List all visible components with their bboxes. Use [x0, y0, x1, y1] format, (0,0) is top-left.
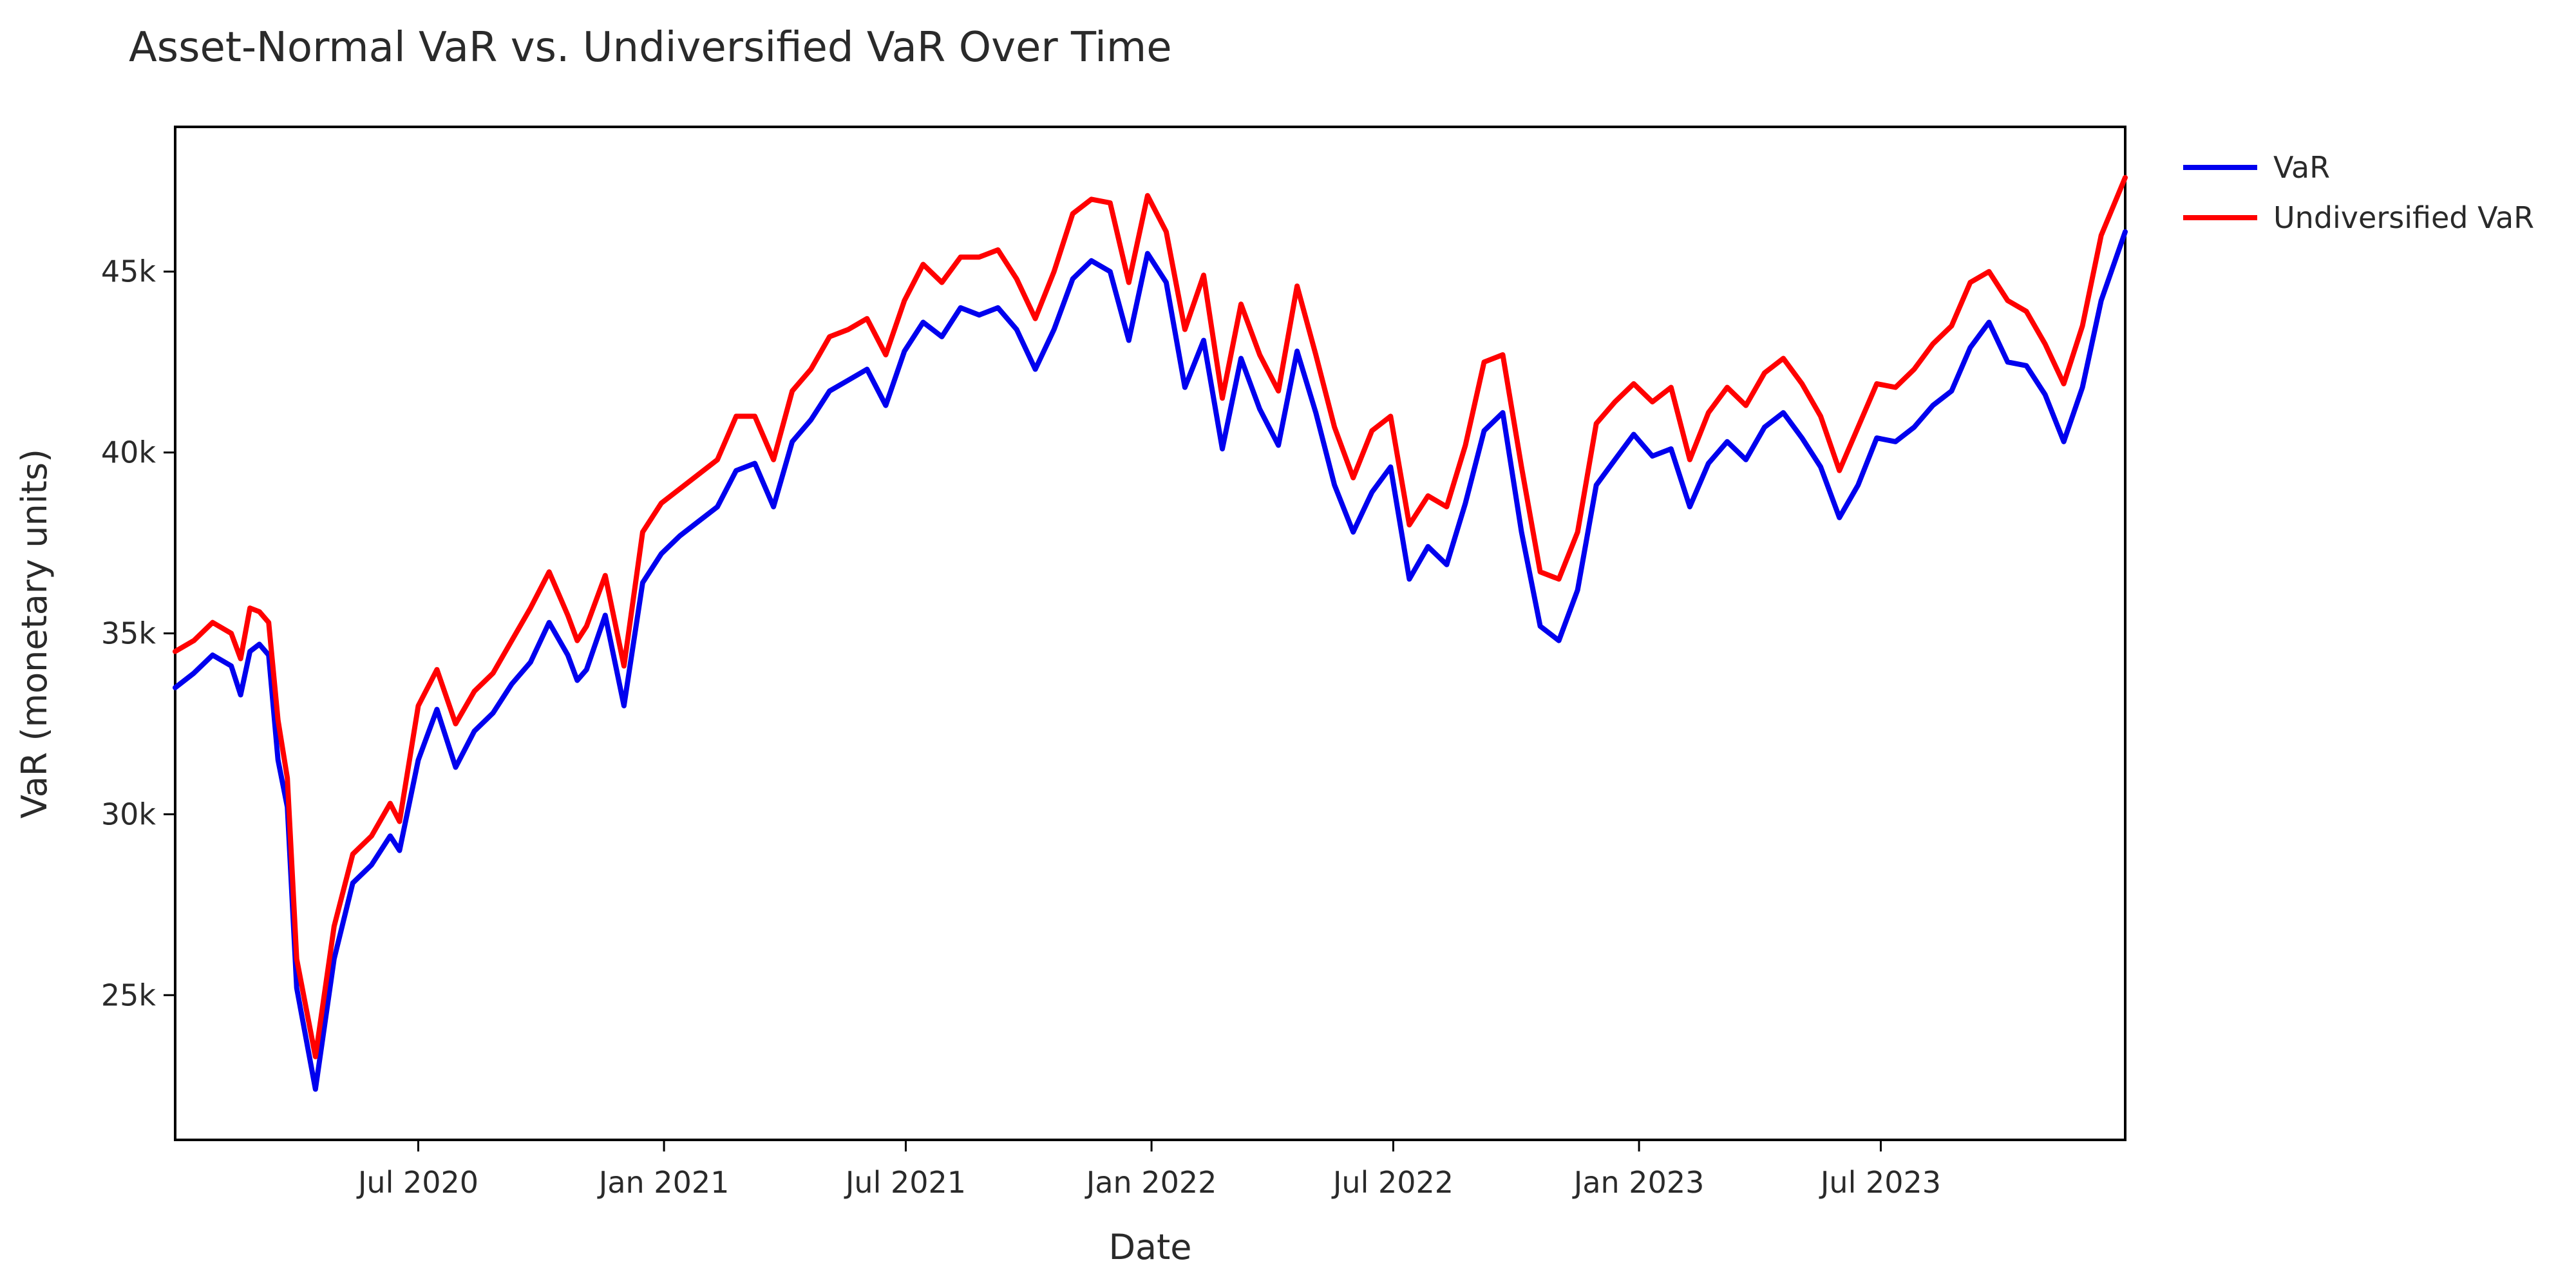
y-tick-label: 40k [101, 435, 156, 470]
chart-title: Asset-Normal VaR vs. Undiversified VaR O… [129, 24, 1172, 71]
series-layer [173, 175, 2128, 1092]
y-tick-label: 35k [101, 616, 156, 651]
x-tick-label: Jan 2021 [597, 1165, 730, 1200]
y-tick-label: 25k [101, 978, 156, 1012]
legend: VaR Undiversified VaR [2183, 150, 2534, 235]
y-tick-label: 45k [101, 254, 156, 289]
y-tick-label: 30k [101, 797, 156, 831]
x-tick-label: Jul 2021 [844, 1165, 966, 1200]
x-tick-label: Jul 2022 [1331, 1165, 1454, 1200]
plot-area [173, 126, 2128, 1141]
x-axis-title: Date [1108, 1227, 1191, 1267]
x-tick-label: Jul 2023 [1819, 1165, 1941, 1200]
series-line-0 [173, 229, 2128, 1092]
x-tick-label: Jan 2023 [1572, 1165, 1705, 1200]
x-axis: Jul 2020 Jan 2021 Jul 2021 Jan 2022 Jul 2022… [356, 1140, 1941, 1200]
plot-frame [174, 126, 2126, 1141]
legend-label-0: VaR [2273, 150, 2330, 185]
series-line-1 [173, 175, 2128, 1059]
x-tick-label: Jul 2020 [356, 1165, 478, 1200]
x-tick-label: Jan 2022 [1084, 1165, 1217, 1200]
y-axis-title: VaR (monetary units) [14, 449, 55, 819]
legend-label-1: Undiversified VaR [2273, 200, 2534, 235]
y-axis: 25k 30k 35k 40k 45k [101, 254, 175, 1012]
